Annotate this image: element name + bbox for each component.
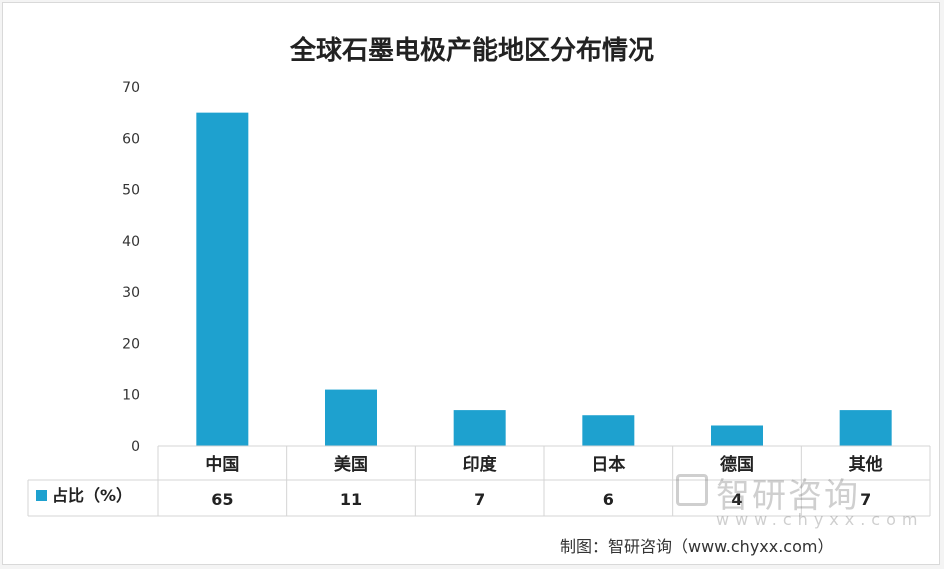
- y-tick-label: 30: [122, 285, 140, 301]
- y-tick-label: 70: [122, 80, 140, 96]
- category-label: 中国: [205, 454, 239, 475]
- bar-5: [839, 410, 892, 446]
- data-table-value: 6: [603, 490, 614, 509]
- legend-swatch: [36, 490, 47, 501]
- y-tick-label: 60: [122, 131, 140, 147]
- bar-0: [196, 112, 249, 447]
- legend-series-name: 占比（%）: [52, 486, 132, 505]
- category-label: 德国: [720, 454, 754, 475]
- data-table-value: 4: [731, 490, 742, 509]
- y-tick-label: 20: [122, 336, 140, 352]
- data-table-value: 11: [340, 490, 362, 509]
- data-table-value: 65: [211, 490, 233, 509]
- category-label: 美国: [334, 454, 368, 475]
- y-tick-label: 50: [122, 183, 140, 199]
- category-label: 日本: [591, 454, 625, 475]
- y-tick-label: 10: [122, 388, 140, 404]
- bar-1: [325, 389, 377, 446]
- bar-2: [453, 410, 506, 446]
- watermark-url: www.chyxx.com: [716, 510, 924, 529]
- y-tick-label: 0: [131, 439, 140, 455]
- bar-4: [711, 425, 763, 446]
- data-table-value: 7: [474, 490, 485, 509]
- y-tick-label: 40: [122, 234, 140, 250]
- source-note: 制图：智研咨询（www.chyxx.com）: [560, 537, 834, 556]
- chart-title: 全球石墨电极产能地区分布情况: [289, 36, 654, 66]
- data-table-value: 7: [860, 490, 871, 509]
- watermark-logo-icon: [676, 474, 708, 506]
- category-label: 其他: [849, 454, 883, 475]
- bar-3: [582, 415, 635, 446]
- watermark-name: 智研咨询: [716, 476, 860, 516]
- category-label: 印度: [463, 454, 498, 475]
